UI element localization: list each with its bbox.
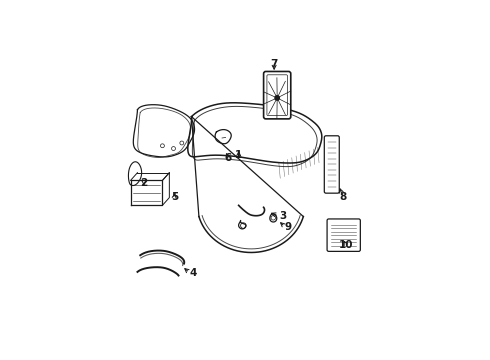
Text: 2: 2: [140, 177, 147, 188]
Text: 4: 4: [190, 268, 197, 278]
Text: 10: 10: [339, 240, 353, 250]
Circle shape: [275, 96, 279, 100]
Text: 6: 6: [225, 153, 232, 163]
Text: 1: 1: [235, 150, 242, 160]
FancyBboxPatch shape: [327, 219, 360, 251]
Text: 5: 5: [171, 192, 178, 202]
FancyBboxPatch shape: [264, 72, 291, 119]
Text: 3: 3: [279, 211, 286, 221]
Text: 8: 8: [340, 192, 347, 202]
Text: 7: 7: [270, 59, 278, 69]
Text: 9: 9: [285, 222, 292, 232]
FancyBboxPatch shape: [267, 75, 288, 116]
FancyBboxPatch shape: [324, 136, 339, 193]
